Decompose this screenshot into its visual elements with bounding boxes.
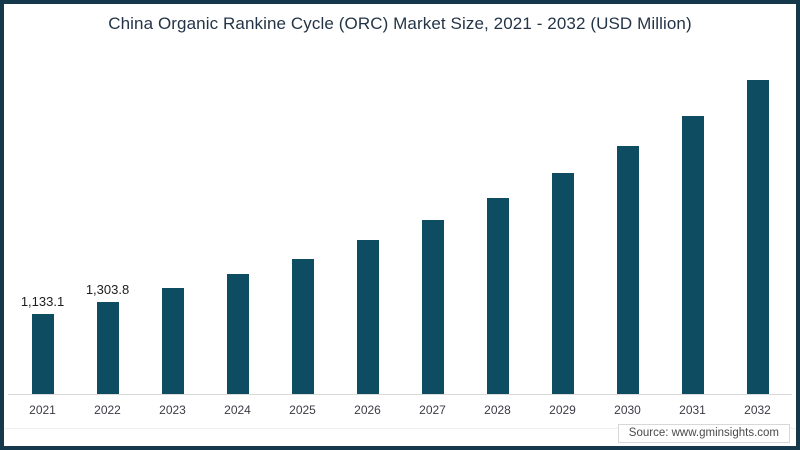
plot-area: 2021 1,133.1 2022 1,303.8 2023 2024 2025 2026 20… xyxy=(4,4,796,446)
bar-2026 xyxy=(356,240,379,394)
bar-2025 xyxy=(291,259,314,394)
x-tick-2027: 2027 xyxy=(419,403,446,417)
x-tick-2025: 2025 xyxy=(289,403,316,417)
x-tick-2024: 2024 xyxy=(224,403,251,417)
value-label-2021: 1,133.1 xyxy=(20,294,65,309)
chart-title: China Organic Rankine Cycle (ORC) Market… xyxy=(108,14,692,33)
bar-2028 xyxy=(486,198,509,394)
x-tick-2032: 2032 xyxy=(744,403,771,417)
source-attribution: Source: www.gminsights.com xyxy=(617,424,790,443)
bar-2021 xyxy=(31,314,54,394)
x-tick-2021: 2021 xyxy=(29,403,56,417)
x-tick-2031: 2031 xyxy=(679,403,706,417)
bar-2030 xyxy=(616,146,639,394)
bar-2022 xyxy=(96,302,119,394)
value-label-2022: 1,303.8 xyxy=(85,282,130,297)
bar-2027 xyxy=(421,220,444,394)
bar-2031 xyxy=(681,116,704,394)
bar-2029 xyxy=(551,173,574,394)
bar-2032 xyxy=(746,80,769,394)
footer-divider xyxy=(4,428,796,429)
bar-2023 xyxy=(161,288,184,394)
bar-2024 xyxy=(226,274,249,394)
x-axis-line xyxy=(8,394,792,395)
x-tick-2028: 2028 xyxy=(484,403,511,417)
x-tick-2026: 2026 xyxy=(354,403,381,417)
x-tick-2030: 2030 xyxy=(614,403,641,417)
x-tick-2023: 2023 xyxy=(159,403,186,417)
x-tick-2029: 2029 xyxy=(549,403,576,417)
x-tick-2022: 2022 xyxy=(94,403,121,417)
